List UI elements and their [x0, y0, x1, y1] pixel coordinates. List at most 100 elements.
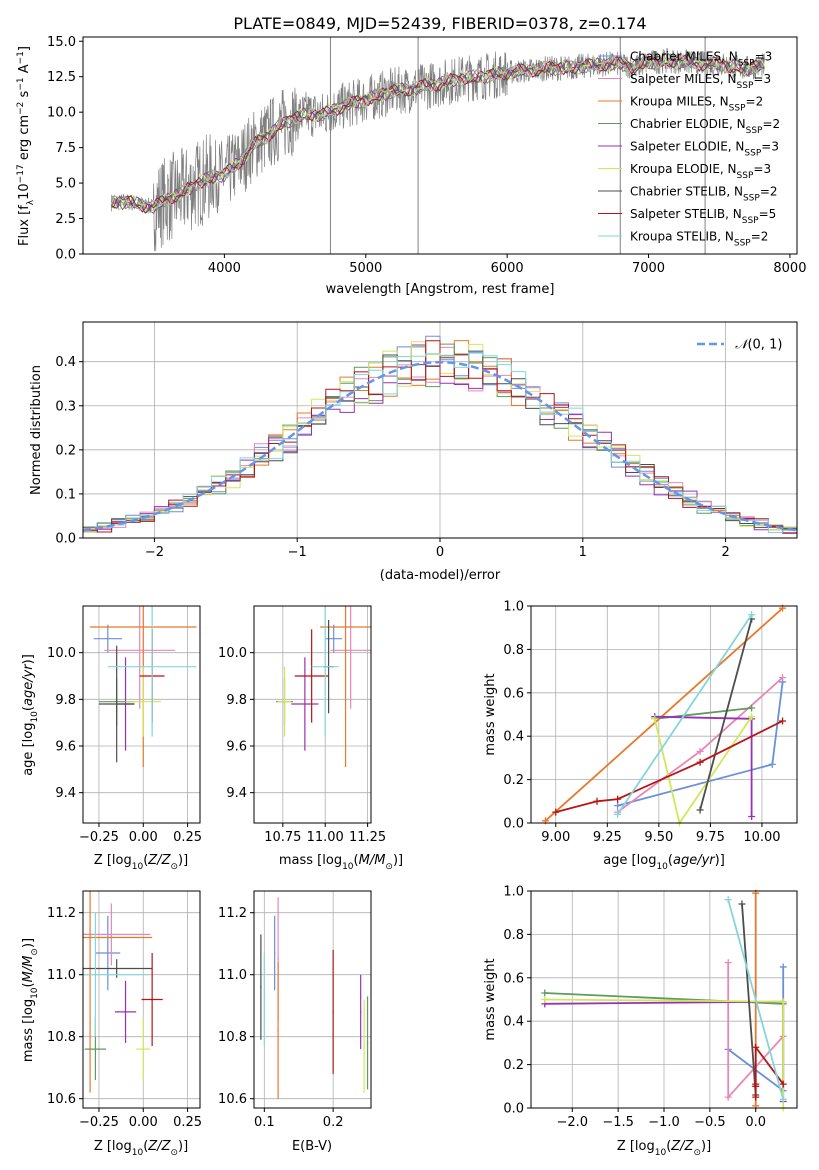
spectrum-ylabel: Flux [fλ10−17 erg cm−2 s−1 A−1]: [16, 46, 36, 246]
mass-vs-EBV-frame: [253, 890, 372, 1109]
legend-label: Kroupa MILES, NSSP=2: [630, 95, 763, 114]
weight-vs-age-series-line: [544, 607, 784, 822]
spectrum-ytick-label: 15.0: [47, 35, 76, 50]
weight-vs-Z-point-marker: [779, 998, 787, 1006]
spectrum-ytick-label: 2.5: [55, 212, 76, 227]
weight-vs-Z-xtick-label: −1.5: [602, 1115, 634, 1130]
weight-vs-age-series-line: [653, 716, 753, 826]
hist-step: [83, 351, 797, 538]
mass-vs-Z-frame: [82, 890, 201, 1109]
weight-vs-age-point-marker: [779, 674, 787, 682]
weight-vs-age-series-line: [555, 720, 784, 813]
age-vs-mass-xtick-label: 10.75: [264, 830, 301, 845]
axes-layer: 4000 5000 6000 7000 80000.02.55.07.510.012.5…: [16, 35, 806, 1158]
weight-vs-age-point-marker: [614, 795, 622, 803]
spectrum-ytick-label: 5.0: [55, 177, 76, 192]
spectrum-plot: [110, 37, 765, 254]
legend-label: Salpeter STELIB, NSSP=5: [630, 207, 776, 226]
age-vs-mass-ytick-label: 10.0: [218, 646, 247, 661]
spectrum-ytick-label: 7.5: [55, 141, 76, 156]
weight-vs-Z-xlabel: Z [log10(Z/Z⊙)]: [617, 1139, 711, 1158]
age-vs-mass-plot: [276, 606, 371, 767]
weight-vs-age-series-line: [616, 614, 753, 815]
weight-vs-Z-point-marker: [724, 959, 732, 967]
age-vs-Z-xlabel: Z [log10(Z/Z⊙)]: [94, 853, 188, 872]
weight-vs-age-ytick-label: 0.6: [503, 686, 524, 701]
weight-vs-age-point-marker: [779, 717, 787, 725]
weight-vs-age-frame: [530, 605, 798, 824]
weight-vs-Z-point-marker: [752, 1080, 760, 1088]
spectrum-xtick-label: 7000: [632, 261, 665, 276]
weight-vs-age-point-marker: [748, 611, 756, 619]
spectrum-model-line: [110, 52, 765, 214]
spectrum-model-line: [110, 52, 765, 212]
legend-label: Salpeter MILES, NSSP=3: [630, 72, 771, 91]
weight-vs-age-point-marker: [696, 747, 704, 755]
mass-vs-Z-plot: [83, 891, 163, 1093]
weight-vs-Z-point-marker: [541, 989, 549, 997]
residuals-ytick-label: 0.1: [55, 487, 76, 502]
legend-label: Salpeter ELODIE, NSSP=3: [630, 140, 779, 159]
weight-vs-Z-ytick-label: 1.0: [503, 885, 524, 900]
age-vs-Z-ytick-label: 10.0: [47, 646, 76, 661]
mass-vs-EBV-xtick-label: 0.1: [254, 1115, 275, 1130]
legend-label: Chabrier ELODIE, NSSP=2: [630, 117, 780, 136]
mass-vs-EBV-ytick-label: 11.0: [218, 968, 247, 983]
weight-vs-age-ytick-label: 1.0: [503, 600, 524, 615]
mass-vs-Z-ytick-label: 11.2: [47, 906, 76, 921]
age-vs-mass-xtick-label: 11.00: [307, 830, 344, 845]
weight-vs-Z-series-line: [727, 899, 785, 1100]
weight-vs-age-point-marker: [614, 802, 622, 810]
weight-vs-age-point-marker: [768, 760, 776, 768]
weight-vs-Z-point-marker: [724, 1093, 732, 1101]
legend-label: Kroupa ELODIE, NSSP=3: [630, 162, 771, 181]
age-vs-Z-plot: [90, 606, 197, 767]
mass-vs-EBV-xlabel: E(B-V): [292, 1139, 332, 1154]
age-vs-Z-xtick-label: −0.25: [79, 830, 119, 845]
weight-vs-age-xtick-label: 9.25: [593, 830, 622, 845]
mass-vs-EBV-xtick-label: 0.2: [323, 1115, 344, 1130]
mass-vs-EBV-plot: [260, 897, 369, 1099]
spectrum-ytick-label: 0.0: [55, 248, 76, 263]
age-vs-Z-frame: [82, 605, 201, 824]
spectrum-xtick-label: 8000: [773, 261, 806, 276]
age-vs-mass-ytick-label: 9.6: [226, 740, 247, 755]
weight-vs-age-point-marker: [614, 810, 622, 818]
weight-vs-Z-xtick-label: −1.0: [648, 1115, 680, 1130]
weight-vs-Z-ytick-label: 0.8: [503, 928, 524, 943]
weight-vs-Z-ytick-label: 0.6: [503, 971, 524, 986]
mass-vs-Z-ytick-label: 10.6: [47, 1092, 76, 1107]
weight-vs-age-point-marker: [651, 715, 659, 723]
weight-vs-Z-xtick-label: −2.0: [556, 1115, 588, 1130]
mass-vs-Z-ytick-label: 11.0: [47, 968, 76, 983]
age-vs-mass-ytick-label: 9.4: [226, 786, 247, 801]
age-vs-Z-ytick-label: 9.8: [55, 693, 76, 708]
weight-vs-age-ytick-label: 0.2: [503, 773, 524, 788]
spectrum-xtick-label: 4000: [208, 261, 241, 276]
mass-vs-Z-xtick-label: 0.25: [173, 1115, 202, 1130]
weight-vs-Z-ylabel: mass weight: [483, 958, 498, 1040]
age-vs-mass-xtick-label: 11.25: [349, 830, 386, 845]
hist-ylabel: Normed distribution: [29, 365, 44, 495]
weight-vs-Z-point-marker: [752, 1093, 760, 1101]
residuals-xtick-label: 1: [579, 545, 587, 560]
residuals-xtick-label: 0: [436, 545, 444, 560]
residuals-ytick-label: 0.0: [55, 532, 76, 547]
age-vs-mass-ytick-label: 9.8: [226, 693, 247, 708]
residuals-ytick-label: 0.4: [55, 355, 76, 370]
age-vs-Z-ylabel: age [log10(age/yr)]: [21, 654, 40, 776]
weight-vs-Z-point-marker: [752, 1043, 760, 1051]
weight-vs-age-ytick-label: 0.0: [503, 817, 524, 832]
weight-vs-age-xtick-label: 10.00: [743, 830, 780, 845]
legend-label: Kroupa STELIB, NSSP=2: [630, 230, 768, 249]
weight-vs-age-series-line: [699, 618, 753, 811]
gauss-line: [83, 360, 797, 532]
weight-vs-age-point-marker: [748, 713, 756, 721]
weight-vs-Z-xtick-label: 0.0: [745, 1115, 766, 1130]
spectrum-model-line: [111, 54, 765, 213]
spectrum-xtick-label: 6000: [491, 261, 524, 276]
weight-vs-age-point-marker: [696, 806, 704, 814]
weight-vs-age-ylabel: mass weight: [483, 673, 498, 755]
legend-layer: Chabrier MILES, NSSP=3 Salpeter MILES, NS…: [598, 50, 782, 353]
